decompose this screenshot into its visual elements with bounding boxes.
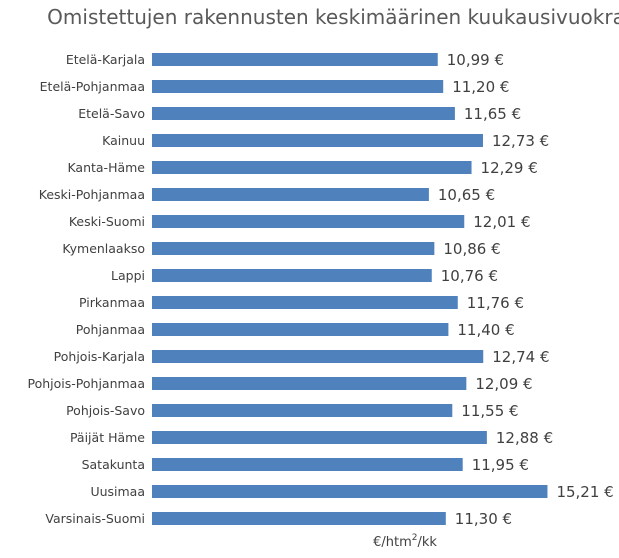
category-label: Keski-Pohjanmaa <box>39 187 145 202</box>
value-label: 12,29 € <box>481 159 538 177</box>
category-label: Päijät Häme <box>70 430 145 445</box>
bar <box>152 188 429 201</box>
bar <box>152 458 463 471</box>
bar <box>152 350 484 363</box>
value-label: 11,20 € <box>452 78 509 96</box>
bar <box>152 161 472 174</box>
bar <box>152 296 458 309</box>
category-label: Lappi <box>111 268 145 283</box>
bar <box>152 485 548 498</box>
value-label: 11,30 € <box>455 510 512 528</box>
bar <box>152 107 455 120</box>
bars-group: Etelä-Karjala 10,99 € Etelä-Pohjanmaa 11,20… <box>28 51 614 528</box>
bar <box>152 404 453 417</box>
bar <box>152 323 449 336</box>
x-axis-label-superscript: 2 <box>412 533 418 543</box>
category-label: Pirkanmaa <box>79 295 145 310</box>
category-label: Kymenlaakso <box>62 241 145 256</box>
value-label: 12,88 € <box>496 429 553 447</box>
chart-title: Omistettujen rakennusten keskimäärinen k… <box>47 5 619 29</box>
value-label: 11,76 € <box>467 294 524 312</box>
bar <box>152 512 446 525</box>
value-label: 11,40 € <box>457 321 514 339</box>
category-label: Pohjois-Karjala <box>54 349 145 364</box>
bar <box>152 269 432 282</box>
value-label: 10,65 € <box>438 186 495 204</box>
category-label: Uusimaa <box>90 484 145 499</box>
category-label: Varsinais-Suomi <box>45 511 145 526</box>
bar <box>152 53 438 66</box>
bar <box>152 377 467 390</box>
value-label: 12,74 € <box>492 348 549 366</box>
value-label: 10,86 € <box>443 240 500 258</box>
x-axis-label: €/htm2/kk <box>373 533 437 550</box>
category-label: Pohjois-Savo <box>66 403 145 418</box>
value-label: 15,21 € <box>556 483 613 501</box>
category-label: Etelä-Pohjanmaa <box>40 79 145 94</box>
category-label: Keski-Suomi <box>69 214 145 229</box>
value-label: 12,73 € <box>492 132 549 150</box>
category-label: Etelä-Savo <box>78 106 145 121</box>
value-label: 12,09 € <box>475 375 532 393</box>
category-label: Pohjois-Pohjanmaa <box>28 376 146 391</box>
bar <box>152 134 483 147</box>
value-label: 11,55 € <box>461 402 518 420</box>
bar <box>152 242 435 255</box>
value-label: 10,76 € <box>441 267 498 285</box>
x-axis-label-main: €/htm <box>373 535 412 550</box>
category-label: Etelä-Karjala <box>66 52 145 67</box>
bar <box>152 431 487 444</box>
value-label: 11,65 € <box>464 105 521 123</box>
value-label: 10,99 € <box>447 51 504 69</box>
bar <box>152 215 465 228</box>
bar <box>152 80 444 93</box>
category-label: Satakunta <box>82 457 145 472</box>
category-label: Kanta-Häme <box>67 160 145 175</box>
category-label: Kainuu <box>102 133 145 148</box>
value-label: 12,01 € <box>473 213 530 231</box>
value-label: 11,95 € <box>472 456 529 474</box>
x-axis-label-end: /kk <box>417 535 437 550</box>
category-label: Pohjanmaa <box>76 322 145 337</box>
